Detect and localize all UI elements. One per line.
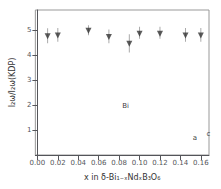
svg-text:x in δ-Bi₁₋ₓNdₓB₃O₆: x in δ-Bi₁₋ₓNdₓB₃O₆	[84, 173, 160, 182]
svg-text:Bi: Bi	[122, 102, 129, 110]
svg-text:5: 5	[27, 26, 31, 34]
svg-text:c: c	[206, 130, 210, 138]
svg-text:0.14: 0.14	[173, 159, 189, 167]
svg-text:4: 4	[27, 51, 32, 59]
svg-text:0.16: 0.16	[193, 159, 209, 167]
svg-text:0.06: 0.06	[91, 159, 107, 167]
svg-text:0.12: 0.12	[152, 159, 168, 167]
svg-text:0.08: 0.08	[111, 159, 127, 167]
svg-text:0.00: 0.00	[30, 159, 46, 167]
svg-text:0.10: 0.10	[132, 159, 148, 167]
svg-text:1: 1	[27, 126, 31, 134]
svg-text:a: a	[193, 134, 197, 142]
svg-text:0.02: 0.02	[50, 159, 66, 167]
svg-text:0.04: 0.04	[70, 159, 86, 167]
svg-text:2: 2	[27, 101, 31, 109]
svg-text:I₂ω/I₂ω(KDP): I₂ω/I₂ω(KDP)	[8, 58, 17, 108]
svg-text:3: 3	[27, 76, 31, 84]
